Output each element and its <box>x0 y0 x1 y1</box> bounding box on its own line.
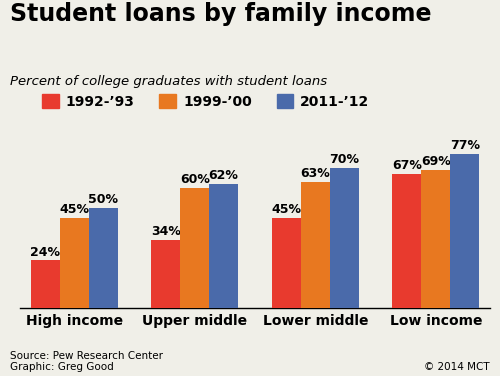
Bar <box>31 260 60 308</box>
Text: Percent of college graduates with student loans: Percent of college graduates with studen… <box>10 75 327 88</box>
Bar <box>152 240 180 308</box>
Legend: 1992-’93, 1999-’00, 2011-’12: 1992-’93, 1999-’00, 2011-’12 <box>36 89 375 114</box>
Text: 50%: 50% <box>88 193 118 206</box>
Bar <box>450 154 479 308</box>
Text: 70%: 70% <box>329 153 359 166</box>
Bar <box>88 208 118 308</box>
Text: 34%: 34% <box>151 226 181 238</box>
Bar <box>330 168 358 308</box>
Text: © 2014 MCT: © 2014 MCT <box>424 362 490 372</box>
Bar <box>301 182 330 308</box>
Text: 77%: 77% <box>450 139 480 152</box>
Bar <box>180 188 209 308</box>
Bar <box>209 184 238 308</box>
Bar <box>272 218 301 308</box>
Text: 60%: 60% <box>180 173 210 186</box>
Text: 69%: 69% <box>421 155 450 168</box>
Text: 45%: 45% <box>59 203 89 216</box>
Bar <box>392 174 422 308</box>
Text: 63%: 63% <box>300 167 330 180</box>
Text: Source: Pew Research Center
Graphic: Greg Good: Source: Pew Research Center Graphic: Gre… <box>10 351 163 372</box>
Text: Student loans by family income: Student loans by family income <box>10 2 432 26</box>
Text: 24%: 24% <box>30 246 60 259</box>
Text: 45%: 45% <box>272 203 302 216</box>
Text: 67%: 67% <box>392 159 422 172</box>
Bar <box>60 218 88 308</box>
Text: 62%: 62% <box>208 169 238 182</box>
Bar <box>422 170 450 308</box>
